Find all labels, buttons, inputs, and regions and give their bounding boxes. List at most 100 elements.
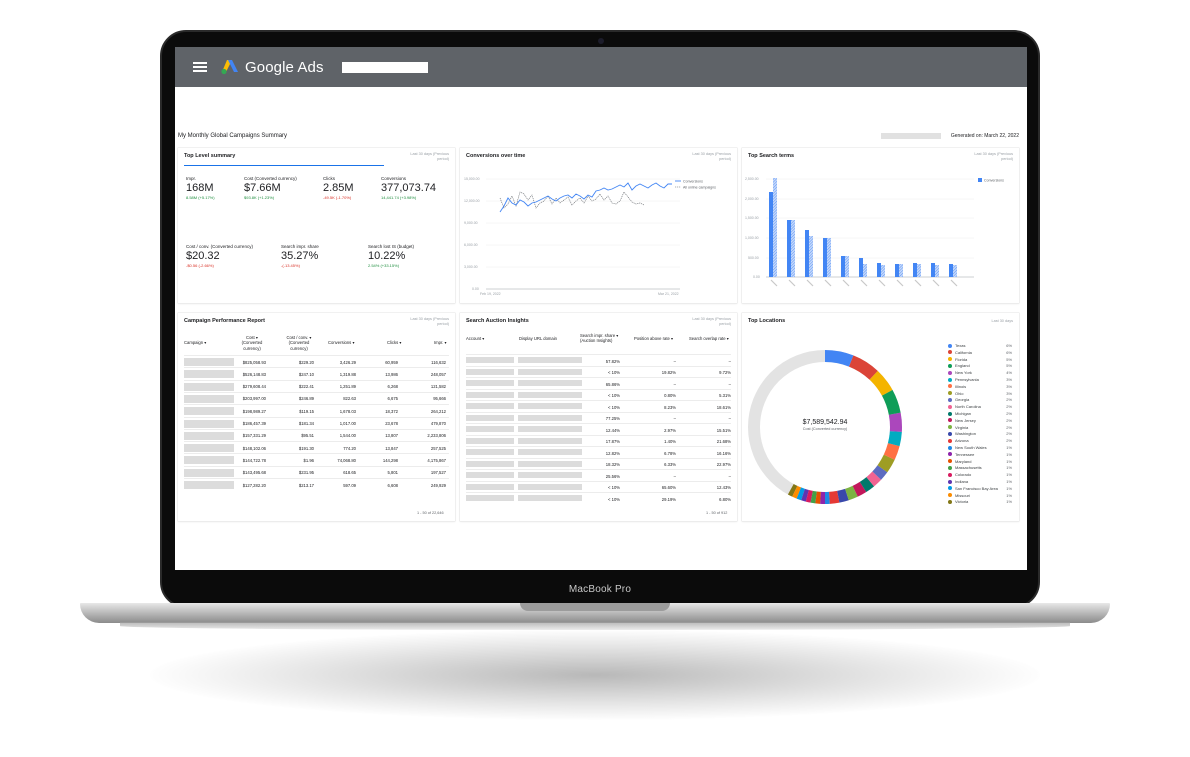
- col-conversions[interactable]: Conversions ▾: [328, 340, 355, 345]
- legend-item-label[interactable]: Georgia: [955, 397, 970, 403]
- metric-search-impr-share[interactable]: Search impr. share 35.27% -(-13.45%): [281, 244, 319, 268]
- donut-segment-pennsylvania: [887, 430, 902, 447]
- legend-item-label[interactable]: North Carolina: [955, 404, 981, 410]
- table-row[interactable]: 65.86% – –: [466, 377, 731, 389]
- legend-item-label[interactable]: Indiana: [955, 479, 969, 484]
- legend-item-label[interactable]: New South Wales: [955, 445, 987, 450]
- redacted-campaign-name: [184, 468, 234, 477]
- table-row[interactable]: $203,997.00 $246.89 822.63 6,675 95,666: [184, 391, 449, 404]
- legend-item-label[interactable]: California: [955, 349, 972, 355]
- metric-cost[interactable]: Cost (Converted currency) $7.66M $93.8K …: [244, 176, 297, 200]
- table-cell: $181.34: [298, 421, 314, 426]
- metric-delta: 2.54% (+33.15%): [368, 263, 400, 268]
- table-cell: 13,847: [385, 445, 398, 451]
- hamburger-menu-icon[interactable]: [193, 62, 207, 72]
- table-row[interactable]: $825,058.93 $229.20 3,426.29 60,959 116,632: [184, 355, 449, 367]
- legend-dot: [948, 445, 952, 450]
- col-search-overlap[interactable]: Search overlap rate ▾: [689, 336, 729, 341]
- donut-segment-massachusetts: [810, 490, 817, 504]
- legend-item-label[interactable]: Texas: [955, 343, 966, 348]
- table-row[interactable]: < 10% 29.19% 6.80%: [466, 492, 731, 504]
- top-locations-card: Top Locations Last 30 days $7,589,542.94…: [742, 313, 1019, 521]
- table-row[interactable]: < 10% 19.82% 9.72%: [466, 365, 731, 378]
- camera-icon: [598, 38, 604, 44]
- metric-conversions[interactable]: Conversions 377,073.74 14,441.74 (+3.98%…: [381, 176, 436, 200]
- legend-item-label[interactable]: Arizona: [955, 438, 969, 444]
- table-row[interactable]: $526,148.83 $247.10 1,319.88 13,986 248,057: [184, 367, 449, 379]
- donut-segment-virginia: [845, 485, 858, 501]
- table-cell: 57.82%: [605, 358, 620, 364]
- legend-item-label[interactable]: Tennessee: [955, 451, 975, 457]
- table-row[interactable]: $143,495.68 $231.95 618.65 5,801 197,527: [184, 465, 449, 478]
- table-cell: 618.65: [343, 470, 356, 476]
- table-row[interactable]: 12.82% 6.78% 16.16%: [466, 446, 731, 458]
- table-row[interactable]: $279,608.44 $222.41 1,251.89 6,268 121,582: [184, 379, 449, 392]
- legend-item-label[interactable]: Florida: [955, 356, 968, 362]
- table-cell: $95.51: [301, 433, 314, 439]
- table-row[interactable]: 12.44% 2.97% 15.51%: [466, 423, 731, 435]
- col-position-above[interactable]: Position above rate ▾: [634, 336, 674, 341]
- legend-item-label[interactable]: England: [955, 363, 970, 369]
- table-row[interactable]: $186,457.39 $181.34 1,017.00 23,678 479,870: [184, 416, 449, 429]
- redacted-domain: [518, 472, 582, 478]
- col-display-url[interactable]: Display URL domain: [519, 336, 558, 341]
- table-row[interactable]: $148,102.06 $191.30 774.20 13,847 257,525: [184, 441, 449, 453]
- legend-item-label[interactable]: Maryland: [955, 458, 972, 464]
- table-row[interactable]: < 10% 65.60% 12.43%: [466, 480, 731, 493]
- conversions-line-chart[interactable]: 15,000.00 12,000.00 9,000.00 6,000.00 3,…: [460, 148, 737, 303]
- table-cell: 597.09: [343, 482, 356, 488]
- metric-search-lost-is[interactable]: Search lost IS (budget) 10.22% 2.54% (+3…: [368, 244, 414, 268]
- legend-item-label[interactable]: New Jersey: [955, 417, 976, 423]
- table-pager[interactable]: 1 - 50 of 22,646: [417, 511, 444, 515]
- bar-previous: [917, 264, 921, 277]
- legend-item-label[interactable]: Washington: [955, 431, 976, 437]
- legend-item-label[interactable]: Ohio: [955, 390, 964, 396]
- legend-item-label[interactable]: Massachusetts: [955, 465, 982, 471]
- table-cell: 2.97%: [664, 427, 676, 433]
- table-row[interactable]: 17.87% 1.40% 21.68%: [466, 434, 731, 447]
- col-cost-per-conv[interactable]: Cost / conv. ▾ (Converted currency): [286, 335, 312, 351]
- table-row[interactable]: $127,282.20 $213.17 597.09 6,608 249,929: [184, 478, 449, 490]
- col-search-impr-share[interactable]: Search impr. share ▾ (Auction Insights): [580, 333, 619, 344]
- table-row[interactable]: $144,722.78 $1.96 74,068.80 144,298 4,175,86…: [184, 453, 449, 465]
- search-terms-bar-chart[interactable]: 2,500.00 2,000.00 1,500.00 1,000.00 500.…: [742, 148, 1019, 303]
- col-cost[interactable]: Cost ▾ (Converted currency): [241, 335, 263, 351]
- legend-item-label[interactable]: New York: [955, 370, 972, 376]
- metric-clicks[interactable]: Clicks 2.85M -49.5K (-1.70%): [323, 176, 354, 200]
- legend-item-label[interactable]: Pennsylvania: [955, 377, 979, 382]
- metric-cost-per-conv[interactable]: Cost / conv. (Converted currency) $20.32…: [186, 244, 253, 268]
- table-row[interactable]: $157,331.29 $95.51 1,544.00 13,807 2,233,806: [184, 428, 449, 441]
- metric-impressions[interactable]: Impr. 168M 8.58M (+5.17%): [186, 176, 215, 200]
- col-impr[interactable]: Impr. ▾: [434, 340, 447, 345]
- table-pager[interactable]: 1 - 50 of 912: [706, 511, 728, 515]
- donut-center-label: Cost (Converted currency): [803, 427, 848, 431]
- donut-segment-new-york: [888, 412, 902, 432]
- legend-item-label[interactable]: San Francisco Bay Area: [955, 485, 998, 491]
- table-row[interactable]: 25.56% – –: [466, 469, 731, 481]
- locations-donut-chart[interactable]: $7,589,542.94 Cost (Converted currency): [742, 331, 912, 521]
- table-cell: 1,319.88: [339, 371, 356, 377]
- table-row[interactable]: 77.25% – –: [466, 411, 731, 424]
- col-account[interactable]: Account ▾: [466, 336, 485, 341]
- legend-item-percent: 1%: [1006, 485, 1012, 491]
- table-cell: 13,807: [385, 433, 398, 439]
- legend-item-label[interactable]: Virginia: [955, 424, 969, 430]
- table-cell: $825,058.93: [242, 359, 266, 365]
- table-cell: $526,148.83: [242, 371, 266, 377]
- legend-item-label[interactable]: Missouri: [955, 492, 970, 498]
- col-clicks[interactable]: Clicks ▾: [387, 340, 402, 345]
- table-cell: $203,997.00: [242, 396, 266, 402]
- table-row[interactable]: 57.82% – –: [466, 354, 731, 366]
- col-campaign[interactable]: Campaign ▾: [184, 340, 207, 345]
- table-cell: 6.33%: [664, 462, 676, 467]
- redacted-campaign-name: [184, 394, 234, 403]
- legend-item-label[interactable]: Illinois: [955, 383, 967, 389]
- table-row[interactable]: 18.32% 6.33% 22.97%: [466, 457, 731, 470]
- table-row[interactable]: $198,989.27 $119.15 1,678.03 18,372 264,212: [184, 404, 449, 416]
- legend-item-label[interactable]: Victoria: [955, 499, 969, 505]
- table-row[interactable]: < 10% 0.80% 5.31%: [466, 388, 731, 401]
- table-row[interactable]: < 10% 8.23% 18.61%: [466, 400, 731, 412]
- legend-item-label[interactable]: Michigan: [955, 411, 972, 416]
- legend-item-label[interactable]: Colorado: [955, 472, 972, 478]
- legend-dot: [948, 425, 952, 430]
